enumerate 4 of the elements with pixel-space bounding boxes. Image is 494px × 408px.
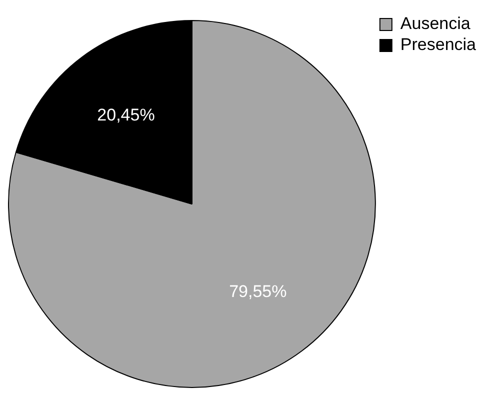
legend-label: Presencia xyxy=(400,35,477,54)
legend-label: Ausencia xyxy=(400,14,471,34)
data-label: 79,55% xyxy=(229,282,287,301)
data-label: 20,45% xyxy=(97,106,155,125)
